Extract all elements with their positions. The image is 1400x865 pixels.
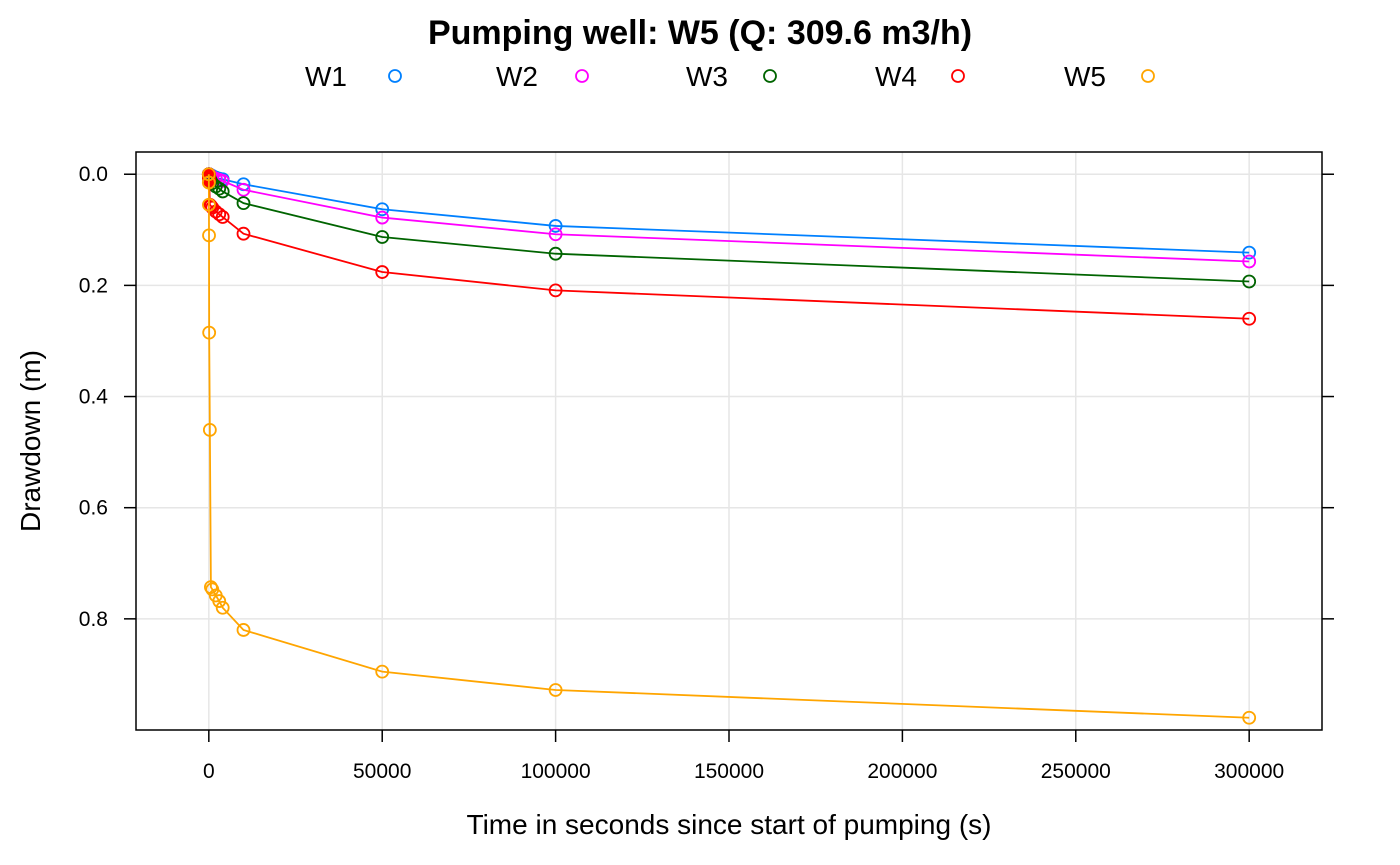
legend-item-w5: W5 bbox=[1064, 61, 1155, 92]
data-point-w5 bbox=[375, 664, 390, 679]
data-point-w5 bbox=[215, 600, 230, 615]
data-point-w3 bbox=[375, 230, 390, 244]
legend-marker bbox=[763, 69, 777, 83]
legend-label: W1 bbox=[305, 61, 347, 92]
legend-label: W4 bbox=[875, 61, 917, 92]
y-tick-label: 0.0 bbox=[79, 163, 108, 186]
data-point-w4 bbox=[548, 283, 563, 298]
data-point-w5 bbox=[548, 683, 563, 697]
x-tick-label: 100000 bbox=[521, 760, 591, 783]
data-point-w5 bbox=[202, 422, 217, 437]
data-point-w3 bbox=[236, 196, 251, 211]
y-tick-label: 0.2 bbox=[79, 274, 108, 297]
data-point-w4 bbox=[375, 265, 390, 279]
y-axis-label: Drawdown (m) bbox=[15, 350, 46, 532]
data-point-w4 bbox=[212, 207, 227, 222]
legend-label: W3 bbox=[686, 61, 728, 92]
legend-marker bbox=[575, 69, 589, 83]
data-point-w5 bbox=[202, 325, 217, 340]
y-tick-label: 0.8 bbox=[79, 608, 108, 631]
legend-marker bbox=[388, 69, 402, 83]
data-point-w5 bbox=[202, 228, 216, 243]
legend-label: W5 bbox=[1064, 61, 1106, 92]
chart-title: Pumping well: W5 (Q: 309.6 m3/h) bbox=[428, 14, 972, 52]
data-point-w4 bbox=[215, 210, 230, 224]
x-tick-label: 250000 bbox=[1041, 760, 1111, 783]
y-tick-label: 0.4 bbox=[79, 386, 109, 409]
grid bbox=[136, 152, 1322, 730]
x-axis: 0 50000 100000 150000 200000 250000 300000 bbox=[203, 730, 1284, 783]
data-point-w2 bbox=[1242, 254, 1257, 269]
x-tick-label: 200000 bbox=[867, 760, 937, 783]
data-point-w3 bbox=[548, 246, 563, 261]
series-layer bbox=[201, 167, 1257, 725]
x-tick-label: 50000 bbox=[353, 760, 411, 783]
y-axis: 0.0 0.2 0.4 0.6 0.8 bbox=[79, 163, 1334, 631]
legend-item-w2: W2 bbox=[496, 61, 589, 92]
y-tick-label: 0.6 bbox=[79, 497, 108, 520]
data-point-w1 bbox=[548, 219, 563, 233]
data-point-w5 bbox=[201, 175, 216, 190]
legend-marker bbox=[1141, 69, 1155, 83]
x-tick-label: 300000 bbox=[1214, 760, 1284, 783]
data-point-w1 bbox=[375, 202, 390, 217]
x-tick-label: 0 bbox=[203, 760, 215, 783]
data-point-w2 bbox=[375, 210, 390, 225]
x-axis-label: Time in seconds since start of pumping (… bbox=[467, 809, 992, 840]
series-w5 bbox=[201, 167, 1257, 725]
data-point-w4 bbox=[1242, 311, 1257, 326]
legend-item-w3: W3 bbox=[686, 61, 777, 92]
data-point-w5 bbox=[236, 623, 251, 637]
data-point-w5 bbox=[212, 594, 227, 608]
data-point-w3 bbox=[212, 181, 227, 196]
data-point-w5 bbox=[1242, 710, 1257, 725]
legend: W1 W2 W3 W4 W5 bbox=[305, 61, 1155, 92]
x-tick-label: 150000 bbox=[694, 760, 764, 783]
data-point-w1 bbox=[1242, 245, 1257, 260]
data-point-w3 bbox=[1242, 274, 1257, 289]
legend-marker bbox=[951, 69, 965, 83]
legend-item-w4: W4 bbox=[875, 61, 965, 92]
legend-item-w1: W1 bbox=[305, 61, 402, 92]
data-point-w5 bbox=[202, 197, 216, 212]
data-point-w5 bbox=[201, 167, 216, 182]
data-point-w3 bbox=[215, 184, 230, 199]
series-line-w5 bbox=[207, 174, 1250, 719]
data-point-w2 bbox=[236, 182, 251, 197]
data-point-w4 bbox=[236, 226, 251, 241]
data-point-w2 bbox=[548, 227, 563, 242]
legend-label: W2 bbox=[496, 61, 538, 92]
